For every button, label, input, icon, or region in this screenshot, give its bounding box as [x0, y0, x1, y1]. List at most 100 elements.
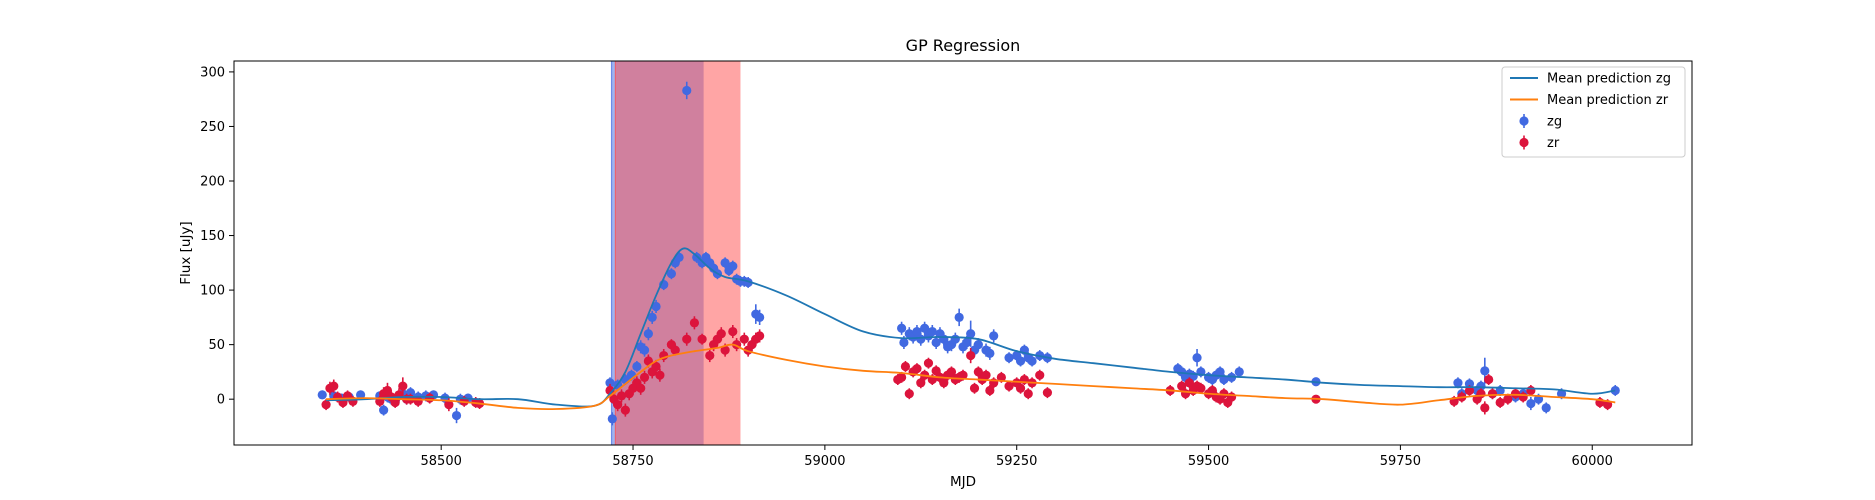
legend-label: zg [1547, 115, 1562, 130]
data-point [1526, 385, 1536, 396]
legend-marker-swatch [1519, 137, 1529, 148]
data-point [616, 391, 627, 401]
data-point [1487, 389, 1498, 399]
data-point [927, 326, 937, 337]
data-point [1510, 389, 1521, 399]
data-point [973, 340, 983, 350]
data-point [1495, 397, 1505, 408]
data-point [632, 361, 642, 372]
data-point [682, 85, 692, 96]
data-point [321, 400, 331, 410]
data-point [923, 358, 934, 368]
data-point [425, 393, 435, 403]
data-point [1480, 403, 1490, 413]
data-point [398, 381, 408, 391]
data-point [1192, 353, 1202, 363]
y-tick-label: 0 [217, 393, 225, 408]
data-point [1015, 356, 1026, 366]
data-point [1503, 394, 1513, 404]
data-point [1518, 392, 1528, 402]
data-point [1035, 370, 1045, 380]
x-tick-label: 59250 [996, 454, 1037, 469]
data-point [451, 410, 462, 421]
y-tick-label: 100 [200, 284, 225, 299]
data-point [651, 301, 661, 312]
data-point [639, 372, 650, 382]
data-point [904, 389, 914, 399]
x-axis-label: MJD [950, 474, 976, 490]
data-point [655, 370, 665, 380]
y-tick-label: 250 [200, 120, 225, 135]
x-tick-label: 59500 [1188, 454, 1229, 469]
series-zr [321, 316, 1613, 417]
data-point [897, 323, 907, 333]
data-point [390, 397, 400, 408]
y-axis-ticks: 0 50 100 150 200 250 300 [200, 65, 234, 408]
data-point [1042, 388, 1053, 398]
data-point [900, 361, 911, 372]
data-point [329, 381, 339, 391]
data-point [1215, 367, 1225, 377]
y-tick-label: 300 [200, 65, 225, 80]
data-point [755, 312, 765, 322]
data-point [989, 331, 999, 341]
legend-label: zr [1547, 136, 1560, 151]
data-point [647, 312, 657, 322]
data-point [899, 337, 909, 348]
data-point [996, 372, 1006, 382]
data-point [981, 370, 991, 380]
data-point [950, 334, 960, 344]
data-point [728, 326, 738, 337]
data-point [643, 356, 653, 366]
data-point [912, 364, 922, 374]
plot-content [317, 81, 1620, 426]
data-point [689, 318, 700, 328]
data-point [1196, 383, 1206, 393]
data-point [651, 361, 661, 372]
data-point [605, 385, 615, 396]
data-point [697, 334, 707, 344]
data-point [1464, 379, 1475, 389]
data-point [966, 329, 976, 339]
data-point [897, 372, 907, 382]
data-point [605, 378, 615, 388]
x-axis-ticks: 58500 58750 59000 59250 59500 59750 60000 [421, 445, 1613, 469]
data-point [1453, 378, 1463, 388]
data-point [1234, 367, 1244, 377]
data-point [1004, 353, 1014, 363]
data-point [1015, 383, 1026, 393]
data-point [739, 334, 749, 344]
legend-box [1501, 66, 1686, 158]
data-point [912, 326, 922, 337]
data-point [607, 414, 617, 424]
data-point [966, 350, 976, 361]
data-point [317, 390, 327, 400]
data-point [613, 400, 623, 410]
data-point [1526, 398, 1536, 409]
data-point [916, 378, 926, 388]
legend-label: Mean prediction zg [1547, 72, 1671, 87]
legend-entry: Mean prediction zr [1510, 93, 1669, 108]
data-point [674, 252, 684, 262]
data-point [720, 345, 730, 355]
data-point [755, 331, 765, 341]
series-line-mean-prediction-zr [326, 343, 1616, 411]
data-point [969, 383, 980, 393]
data-point [1219, 374, 1229, 385]
data-point [1556, 389, 1567, 399]
data-point [1476, 381, 1486, 391]
data-point [705, 350, 715, 361]
data-point [1027, 356, 1037, 366]
data-point [954, 312, 964, 322]
legend-entry: zr [1519, 135, 1560, 151]
data-point [1464, 385, 1475, 396]
data-point [666, 269, 677, 279]
y-tick-label: 50 [208, 338, 225, 353]
x-tick-label: 59750 [1380, 454, 1421, 469]
data-point [636, 383, 646, 393]
x-tick-label: 60000 [1572, 454, 1613, 469]
data-point [1484, 374, 1494, 385]
x-tick-label: 59000 [804, 454, 845, 469]
legend-label: Mean prediction zr [1547, 93, 1669, 108]
data-point [1480, 366, 1490, 376]
